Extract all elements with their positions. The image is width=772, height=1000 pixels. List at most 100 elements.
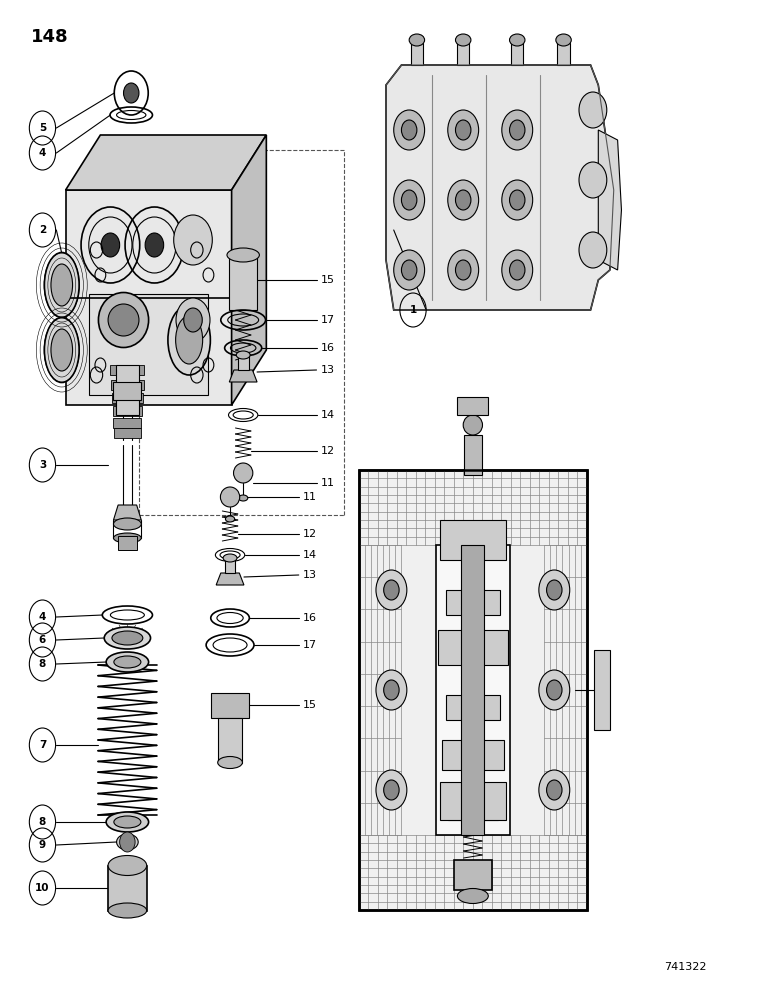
Ellipse shape bbox=[113, 518, 141, 530]
Text: 741322: 741322 bbox=[664, 962, 706, 972]
Ellipse shape bbox=[104, 627, 151, 649]
Bar bbox=[359, 470, 587, 910]
Bar bbox=[113, 418, 141, 428]
Bar bbox=[445, 590, 499, 615]
Polygon shape bbox=[598, 130, 621, 270]
Circle shape bbox=[101, 233, 120, 257]
Circle shape bbox=[448, 250, 479, 290]
Circle shape bbox=[384, 680, 399, 700]
Circle shape bbox=[579, 92, 607, 128]
Text: 12: 12 bbox=[320, 446, 334, 456]
Circle shape bbox=[510, 260, 525, 280]
Circle shape bbox=[376, 570, 407, 610]
Ellipse shape bbox=[106, 652, 148, 672]
Ellipse shape bbox=[175, 316, 202, 364]
Text: 14: 14 bbox=[303, 550, 317, 560]
Circle shape bbox=[539, 570, 570, 610]
Bar bbox=[116, 365, 139, 415]
Text: 5: 5 bbox=[39, 123, 46, 133]
Circle shape bbox=[448, 180, 479, 220]
Text: 16: 16 bbox=[320, 343, 334, 353]
Bar bbox=[225, 558, 235, 573]
Circle shape bbox=[124, 83, 139, 103]
Polygon shape bbox=[229, 370, 257, 382]
Ellipse shape bbox=[556, 34, 571, 46]
Bar bbox=[557, 43, 570, 65]
Circle shape bbox=[120, 832, 135, 852]
Bar bbox=[457, 43, 469, 65]
Polygon shape bbox=[66, 190, 232, 405]
Circle shape bbox=[502, 250, 533, 290]
Text: 8: 8 bbox=[39, 659, 46, 669]
Text: 14: 14 bbox=[320, 410, 334, 420]
Bar bbox=[112, 393, 143, 403]
Ellipse shape bbox=[44, 252, 79, 318]
Text: 10: 10 bbox=[36, 883, 49, 893]
Bar bbox=[442, 740, 503, 770]
Circle shape bbox=[184, 308, 202, 332]
Circle shape bbox=[510, 120, 525, 140]
Text: 17: 17 bbox=[320, 315, 334, 325]
Bar bbox=[511, 43, 523, 65]
Bar bbox=[111, 380, 144, 390]
Ellipse shape bbox=[51, 329, 73, 371]
Circle shape bbox=[448, 110, 479, 150]
Bar bbox=[453, 860, 493, 890]
Bar bbox=[463, 435, 482, 475]
Ellipse shape bbox=[463, 415, 482, 435]
Text: 7: 7 bbox=[39, 740, 46, 750]
Ellipse shape bbox=[225, 516, 235, 522]
Bar bbox=[594, 650, 610, 730]
Bar bbox=[411, 43, 423, 65]
Circle shape bbox=[455, 120, 471, 140]
Circle shape bbox=[510, 190, 525, 210]
Ellipse shape bbox=[218, 756, 242, 768]
Text: 17: 17 bbox=[303, 640, 317, 650]
Polygon shape bbox=[386, 65, 614, 310]
Text: 4: 4 bbox=[39, 148, 46, 158]
Ellipse shape bbox=[112, 631, 143, 645]
Circle shape bbox=[401, 190, 417, 210]
Circle shape bbox=[376, 770, 407, 810]
Bar bbox=[436, 545, 510, 835]
Bar bbox=[113, 382, 141, 400]
Ellipse shape bbox=[113, 533, 141, 543]
Bar bbox=[457, 397, 488, 415]
Circle shape bbox=[394, 250, 425, 290]
Ellipse shape bbox=[108, 304, 139, 336]
Text: 1: 1 bbox=[409, 305, 417, 315]
Text: 9: 9 bbox=[39, 840, 46, 850]
Ellipse shape bbox=[227, 248, 259, 262]
Ellipse shape bbox=[168, 305, 210, 375]
Ellipse shape bbox=[510, 34, 525, 46]
Ellipse shape bbox=[457, 888, 488, 904]
Ellipse shape bbox=[108, 903, 147, 918]
Polygon shape bbox=[216, 573, 244, 585]
Circle shape bbox=[174, 215, 212, 265]
Bar bbox=[211, 692, 249, 718]
Circle shape bbox=[401, 260, 417, 280]
Text: 11: 11 bbox=[320, 478, 334, 488]
Bar bbox=[113, 406, 142, 416]
Circle shape bbox=[539, 670, 570, 710]
Ellipse shape bbox=[106, 812, 148, 832]
Bar bbox=[218, 718, 242, 762]
Ellipse shape bbox=[98, 293, 148, 348]
Bar bbox=[108, 865, 147, 910]
Circle shape bbox=[401, 120, 417, 140]
Circle shape bbox=[547, 580, 562, 600]
Ellipse shape bbox=[117, 834, 138, 850]
Bar bbox=[448, 798, 498, 820]
Circle shape bbox=[376, 670, 407, 710]
Ellipse shape bbox=[51, 264, 73, 306]
Circle shape bbox=[394, 110, 425, 150]
Bar bbox=[114, 428, 141, 438]
Ellipse shape bbox=[233, 463, 253, 483]
Bar bbox=[359, 470, 587, 910]
Text: 4: 4 bbox=[39, 612, 46, 622]
Ellipse shape bbox=[220, 487, 239, 507]
Polygon shape bbox=[66, 135, 266, 190]
Ellipse shape bbox=[409, 34, 425, 46]
Circle shape bbox=[394, 180, 425, 220]
Text: 2: 2 bbox=[39, 225, 46, 235]
